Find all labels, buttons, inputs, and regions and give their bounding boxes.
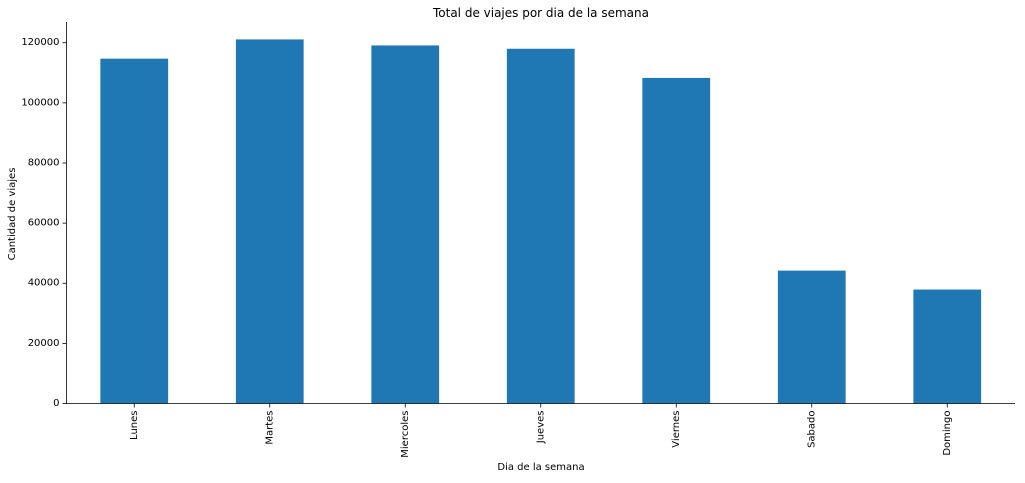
y-tick-label: 40000 (28, 278, 60, 289)
bar-jueves (506, 48, 575, 404)
x-axis-title: Dia de la semana (497, 462, 584, 473)
x-tick-label: Miercoles (400, 411, 411, 458)
x-axis-ticks: Lunes Martes Miercoles Jueves Viernes Sabado D… (129, 403, 953, 458)
x-tick-label: Viernes (671, 411, 682, 448)
bar-lunes (100, 58, 169, 404)
chart-title: Total de viajes por dia de la semana (432, 6, 649, 20)
x-tick-label: Domingo (942, 411, 953, 456)
y-tick-label: 120000 (21, 37, 59, 48)
y-tick-label: 20000 (28, 338, 60, 349)
x-tick-label: Martes (264, 411, 275, 445)
x-tick-label: Jueves (535, 411, 546, 445)
x-tick-label: Lunes (129, 411, 140, 440)
y-tick-label: 0 (53, 398, 59, 409)
x-tick-label: Sabado (806, 411, 817, 448)
y-tick-label: 80000 (28, 157, 60, 168)
y-axis-title: Cantidad de viajes (7, 168, 18, 261)
bars-group (100, 39, 982, 404)
bar-miercoles (371, 45, 440, 404)
y-axis-ticks: 0 20000 40000 60000 80000 100000 120000 (21, 37, 67, 409)
bar-viernes (642, 77, 711, 404)
bar-sabado (777, 270, 846, 404)
y-tick-label: 100000 (21, 97, 59, 108)
bar-domingo (913, 289, 982, 404)
bar-martes (235, 39, 304, 404)
y-tick-label: 60000 (28, 218, 60, 229)
